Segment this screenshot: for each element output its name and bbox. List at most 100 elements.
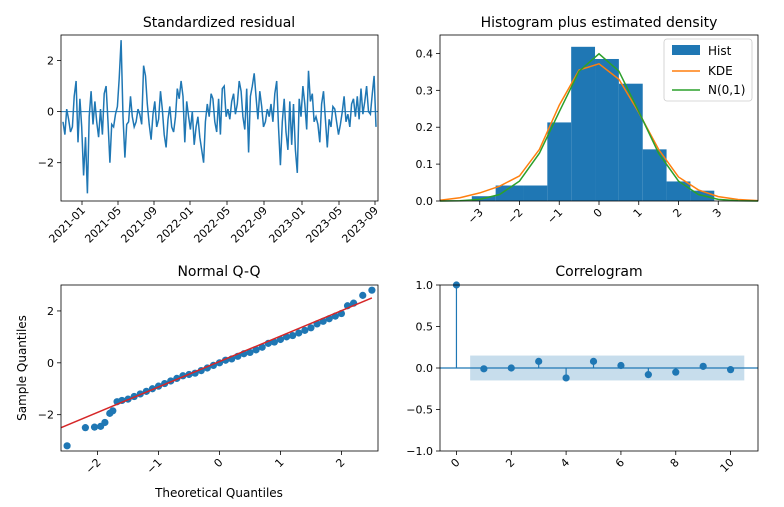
- histogram-bar: [618, 83, 643, 201]
- qq-panel: Normal Q-Q −2 0 2 −2 −1 0 1 2 Theoretical Quant…: [15, 264, 379, 500]
- histogram-bar: [523, 185, 548, 201]
- histogram-title: Histogram plus estimated density: [481, 15, 718, 31]
- qq-point: [258, 343, 266, 351]
- qq-point: [246, 348, 254, 357]
- qq-point: [301, 326, 309, 334]
- correlogram-frame: [439, 284, 759, 452]
- qq-ytick-label: −2: [38, 409, 54, 422]
- histogram-xtick-label: −1: [545, 206, 566, 227]
- acf-marker: [507, 364, 515, 372]
- legend-hist-label: Hist: [708, 44, 732, 58]
- correlogram-xtick-label: 8: [668, 456, 682, 470]
- legend-hist-swatch: [672, 45, 700, 55]
- correlogram-ytick-label: 0.5: [416, 321, 434, 334]
- qq-xtick-label: 2: [333, 456, 347, 470]
- qq-xtick-label: 0: [211, 456, 225, 470]
- correlogram-ytick-label: 1.0: [416, 279, 434, 292]
- correlogram-xtick-label: 0: [448, 456, 462, 470]
- residual-xtick-label: 2021-01: [46, 204, 88, 246]
- residual-ytick-label: 0: [47, 106, 54, 119]
- legend-kde-label: KDE: [708, 64, 733, 78]
- residual-title: Standardized residual: [143, 15, 295, 31]
- qq-point: [307, 324, 315, 332]
- residual-xtick-label: 2021-09: [118, 204, 160, 246]
- residual-xtick-label: 2021-05: [82, 204, 124, 246]
- qq-point: [63, 442, 71, 450]
- acf-marker: [589, 357, 598, 365]
- kde-line: [439, 62, 759, 202]
- histogram-bar: [595, 58, 619, 201]
- histogram-bar: [547, 122, 572, 201]
- normal-density-line: [439, 52, 759, 202]
- histogram-ytick-label: 0.2: [416, 121, 434, 134]
- residual-xtick-label: 2022-09: [228, 204, 270, 246]
- qq-ytick-label: 0: [47, 357, 54, 370]
- qq-point: [295, 329, 303, 337]
- histogram-ytick-label: 0.3: [416, 84, 434, 97]
- histogram-xtick-label: 0: [591, 206, 605, 220]
- qq-ytick-label: 2: [47, 305, 54, 318]
- correlogram-ytick-label: −0.5: [406, 404, 433, 417]
- acf-marker: [535, 357, 543, 365]
- correlogram-panel: Correlogram −1.0 −0.5 0.0 0.5 1.0 0 2 4 6 8 10: [406, 264, 759, 475]
- qq-frame: [60, 284, 379, 452]
- qq-point: [270, 338, 278, 346]
- acf-marker: [726, 366, 735, 374]
- qq-point: [359, 291, 367, 299]
- acf-marker: [617, 361, 625, 370]
- qq-reference-line: [60, 297, 373, 429]
- acf-marker: [562, 374, 570, 382]
- qq-point: [289, 331, 297, 340]
- histogram-legend: Hist KDE N(0,1): [663, 38, 753, 102]
- qq-xlabel: Theoretical Quantiles: [154, 486, 283, 500]
- correlogram-xtick-label: 4: [558, 456, 572, 470]
- residual-ytick-label: 2: [47, 55, 54, 68]
- qq-title: Normal Q-Q: [177, 264, 260, 280]
- histogram-xtick-label: −2: [505, 206, 526, 227]
- qq-xtick-label: 1: [272, 456, 286, 470]
- correlogram-ytick-label: −1.0: [406, 445, 433, 458]
- residual-panel: Standardized residual −2 0 2 2021-012021-05…: [38, 15, 381, 246]
- qq-point: [81, 424, 89, 432]
- qq-point: [252, 346, 260, 354]
- acf-marker: [480, 365, 488, 373]
- histogram-bar: [642, 149, 667, 201]
- histogram-ytick-label: 0.4: [416, 47, 434, 60]
- histogram-xtick-label: −3: [465, 206, 486, 227]
- qq-xtick-label: −2: [83, 456, 104, 477]
- histogram-frame: [439, 34, 759, 202]
- residual-ytick-label: −2: [38, 157, 54, 170]
- residual-xtick-label: 2023-05: [303, 204, 345, 246]
- correlogram-xtick-label: 6: [613, 456, 627, 470]
- histogram-xtick-label: 1: [631, 206, 645, 220]
- histogram-bar: [571, 46, 596, 201]
- residual-xtick-label: 2022-01: [154, 204, 196, 246]
- correlogram-xtick-label: 10: [718, 456, 737, 475]
- qq-xtick-label: −1: [144, 456, 165, 477]
- qq-point: [90, 423, 99, 431]
- qq-ylabel: Sample Quantiles: [15, 315, 29, 421]
- histogram-panel: Histogram plus estimated density 0.0 0.1 0…: [416, 15, 759, 227]
- residual-xtick-label: 2023-09: [339, 204, 381, 246]
- acf-marker: [644, 371, 652, 379]
- histogram-xtick-label: 2: [670, 206, 684, 220]
- correlogram-xtick-label: 2: [503, 456, 517, 470]
- correlogram-title: Correlogram: [555, 264, 642, 280]
- qq-point: [101, 418, 109, 427]
- histogram-bar: [666, 181, 691, 201]
- residual-xtick-label: 2022-05: [191, 204, 233, 246]
- acf-marker: [672, 368, 680, 376]
- residual-series-line: [62, 40, 377, 194]
- histogram-bar: [495, 185, 524, 201]
- histogram-ytick-label: 0.1: [416, 158, 434, 171]
- residual-xtick-label: 2023-01: [266, 204, 308, 246]
- qq-point: [109, 407, 117, 415]
- correlogram-ytick-label: 0.0: [416, 362, 434, 375]
- acf-marker: [699, 362, 707, 370]
- histogram-xtick-label: 3: [710, 206, 724, 220]
- histogram-ytick-label: 0.0: [416, 195, 434, 208]
- legend-normal-label: N(0,1): [708, 83, 745, 97]
- residual-frame: [60, 34, 379, 202]
- qq-point: [368, 286, 376, 294]
